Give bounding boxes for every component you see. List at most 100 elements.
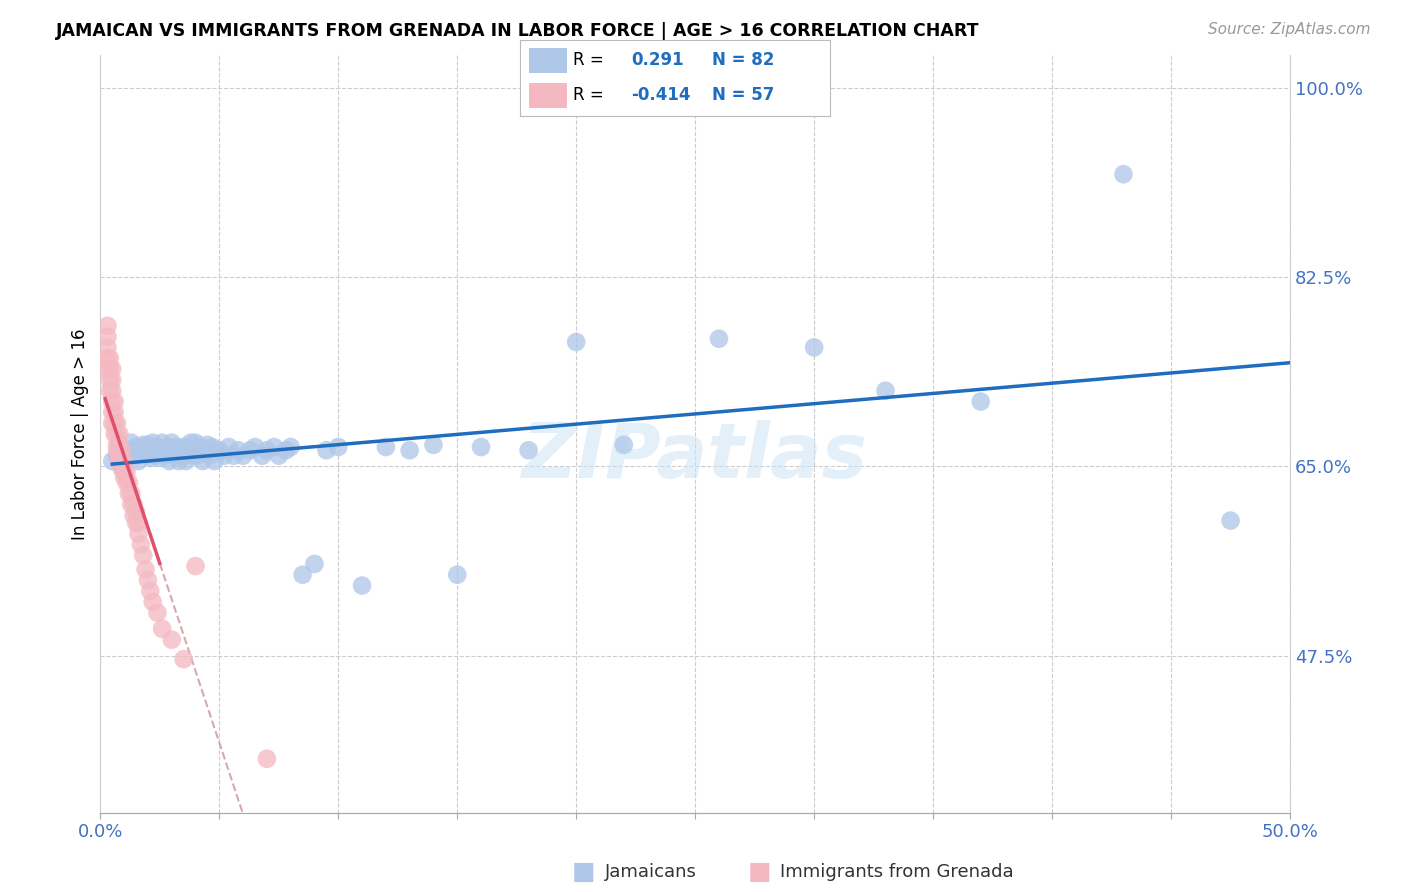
Point xyxy=(127,516,149,530)
Point xyxy=(101,405,124,419)
Point xyxy=(315,443,337,458)
Point xyxy=(194,443,217,458)
Text: 0.291: 0.291 xyxy=(631,51,685,70)
Point xyxy=(153,449,176,463)
Point xyxy=(105,416,128,430)
Bar xyxy=(530,47,567,73)
Point xyxy=(160,632,183,647)
Text: R =: R = xyxy=(572,87,609,104)
Text: ■: ■ xyxy=(572,861,595,884)
Point xyxy=(204,454,226,468)
Point xyxy=(104,416,127,430)
Point xyxy=(232,449,254,463)
Point xyxy=(135,562,157,576)
Point xyxy=(101,384,124,398)
Point xyxy=(181,449,204,463)
Point xyxy=(101,373,124,387)
Point xyxy=(115,465,138,479)
Point xyxy=(173,449,195,463)
Point xyxy=(149,450,172,465)
Point xyxy=(136,573,159,587)
Point xyxy=(142,443,165,458)
Point xyxy=(127,454,149,468)
Point xyxy=(146,606,169,620)
Point xyxy=(111,459,134,474)
Point xyxy=(228,443,250,458)
Point xyxy=(104,405,127,419)
Point xyxy=(96,351,118,366)
Point xyxy=(218,440,240,454)
Point xyxy=(374,440,396,454)
Point xyxy=(132,438,155,452)
Point xyxy=(112,470,135,484)
Point xyxy=(136,443,159,458)
Point xyxy=(120,497,142,511)
Text: ZIPatlas: ZIPatlas xyxy=(522,420,868,494)
Point xyxy=(105,427,128,442)
Point xyxy=(104,394,127,409)
Point xyxy=(291,567,314,582)
Point xyxy=(132,548,155,562)
Point xyxy=(108,438,131,452)
Point xyxy=(208,443,231,458)
Point xyxy=(422,438,444,452)
Text: Jamaicans: Jamaicans xyxy=(605,863,696,881)
Text: R =: R = xyxy=(572,51,609,70)
Point xyxy=(120,486,142,500)
Point xyxy=(167,454,190,468)
Point xyxy=(125,516,148,530)
Point xyxy=(177,443,200,458)
Point xyxy=(173,440,195,454)
Point xyxy=(105,449,128,463)
Point xyxy=(263,440,285,454)
Point xyxy=(197,438,219,452)
Point xyxy=(170,443,193,458)
Point xyxy=(96,340,118,354)
Point xyxy=(139,584,162,599)
Point xyxy=(446,567,468,582)
Point xyxy=(250,449,273,463)
Point xyxy=(118,486,141,500)
Point xyxy=(98,373,121,387)
Point xyxy=(105,443,128,458)
Point xyxy=(707,332,730,346)
Point xyxy=(188,440,211,454)
Text: Source: ZipAtlas.com: Source: ZipAtlas.com xyxy=(1208,22,1371,37)
Point xyxy=(180,435,202,450)
Point xyxy=(98,384,121,398)
Point xyxy=(115,475,138,490)
Text: N = 82: N = 82 xyxy=(711,51,775,70)
Point xyxy=(239,443,262,458)
Point xyxy=(122,508,145,523)
Point xyxy=(184,435,207,450)
Point xyxy=(98,362,121,376)
Point xyxy=(613,438,636,452)
Point xyxy=(96,362,118,376)
Point xyxy=(201,440,224,454)
Point xyxy=(96,318,118,333)
Point xyxy=(803,340,825,354)
Point xyxy=(565,334,588,349)
Point xyxy=(149,443,172,458)
Point xyxy=(150,622,173,636)
Point xyxy=(111,454,134,468)
Point xyxy=(517,443,540,458)
Point xyxy=(1219,514,1241,528)
Point xyxy=(304,557,326,571)
Point xyxy=(163,449,186,463)
Point xyxy=(157,454,180,468)
Point xyxy=(166,440,188,454)
Point xyxy=(280,440,302,454)
Point xyxy=(184,443,207,458)
Point xyxy=(160,435,183,450)
Point xyxy=(267,449,290,463)
Point xyxy=(101,394,124,409)
Point xyxy=(875,384,897,398)
Point xyxy=(191,454,214,468)
Y-axis label: In Labor Force | Age > 16: In Labor Force | Age > 16 xyxy=(72,328,89,540)
Point xyxy=(112,461,135,475)
Point xyxy=(125,449,148,463)
Point xyxy=(328,440,350,454)
Text: -0.414: -0.414 xyxy=(631,87,692,104)
Point xyxy=(156,440,179,454)
